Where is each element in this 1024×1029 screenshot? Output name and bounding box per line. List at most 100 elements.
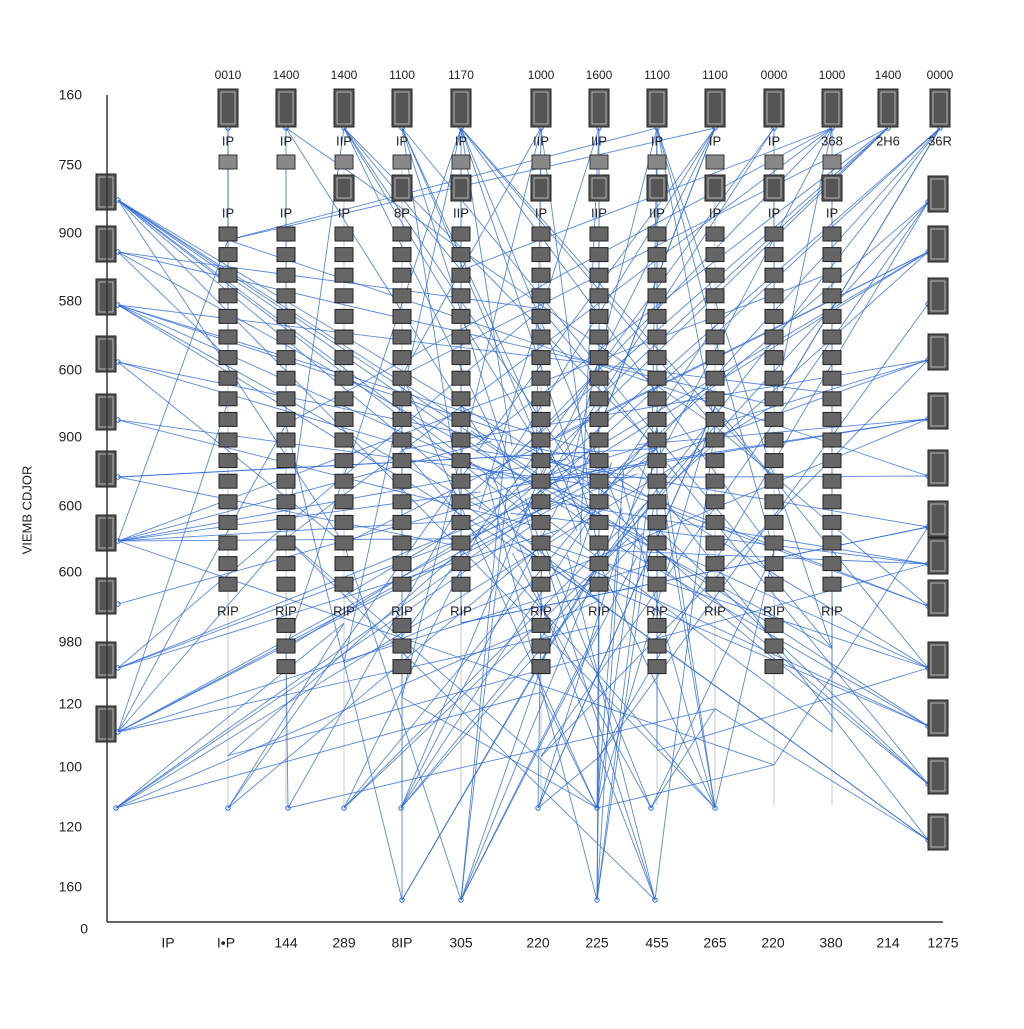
- device-cell: [218, 473, 238, 489]
- device-cell: [589, 247, 609, 263]
- link: [117, 625, 600, 733]
- device-cell: [705, 350, 725, 366]
- link: [400, 449, 552, 809]
- device: [95, 450, 117, 488]
- link: [117, 491, 481, 542]
- device-cell: [451, 473, 471, 489]
- column-subheader: RIP: [450, 603, 472, 618]
- link: [460, 488, 508, 901]
- device-cell: [764, 638, 784, 654]
- device-cell: [531, 617, 551, 633]
- link: [539, 127, 716, 482]
- port: [705, 154, 725, 170]
- device-cell: [647, 370, 667, 386]
- device: [927, 813, 949, 851]
- y-axis-label: 580: [59, 293, 83, 309]
- link-end: [594, 897, 600, 903]
- device-cell: [589, 473, 609, 489]
- device-cell: [589, 370, 609, 386]
- device-screen: [930, 644, 946, 676]
- device-cell: [334, 473, 354, 489]
- device-cell: [276, 617, 296, 633]
- device-cell: [531, 247, 551, 263]
- device-cell: [589, 329, 609, 345]
- device-cell: [647, 535, 667, 551]
- device: [391, 88, 413, 128]
- device: [927, 175, 949, 213]
- link: [485, 474, 598, 901]
- device: [588, 88, 610, 128]
- device-cell: [451, 514, 471, 530]
- device-cell: [334, 308, 354, 324]
- device: [95, 514, 117, 552]
- link: [117, 424, 287, 733]
- link: [400, 425, 716, 809]
- link: [714, 708, 929, 841]
- link: [117, 199, 623, 504]
- device-cell: [531, 370, 551, 386]
- device: [333, 174, 355, 202]
- link: [773, 526, 929, 766]
- device-screen: [649, 177, 665, 199]
- device-cell: [764, 473, 784, 489]
- device-cell: [392, 267, 412, 283]
- device-cell: [392, 329, 412, 345]
- device-cell: [392, 247, 412, 263]
- port: [531, 154, 551, 170]
- device-cell: [218, 247, 238, 263]
- device-cell: [392, 308, 412, 324]
- device-cell: [276, 329, 296, 345]
- device-cell: [531, 556, 551, 572]
- device-cell: [764, 576, 784, 592]
- device-cell: [589, 494, 609, 510]
- column-header: 368: [821, 133, 843, 148]
- device-cell: [276, 391, 296, 407]
- device-cell: [392, 411, 412, 427]
- link: [285, 537, 656, 901]
- device-screen: [453, 177, 469, 199]
- device-cell: [822, 226, 842, 242]
- device-cell: [451, 453, 471, 469]
- device-cell: [218, 391, 238, 407]
- device-cell: [334, 329, 354, 345]
- x-axis-label: I•P: [217, 935, 235, 951]
- link: [343, 127, 552, 468]
- device-cell: [451, 288, 471, 304]
- y-axis-label: 900: [59, 429, 83, 445]
- device-screen: [766, 91, 782, 125]
- x-axis-label: 455: [645, 935, 669, 951]
- y-axis-label: 120: [59, 819, 83, 835]
- link: [460, 462, 613, 901]
- device-screen: [930, 280, 946, 312]
- device-cell: [589, 411, 609, 427]
- column-subheader: RIP: [704, 603, 726, 618]
- link-end: [535, 805, 541, 811]
- link: [460, 526, 929, 624]
- link: [654, 426, 716, 901]
- top-label: 1600: [586, 68, 613, 82]
- device-cell: [392, 617, 412, 633]
- link-end: [458, 897, 464, 903]
- device-cell: [589, 267, 609, 283]
- top-label: 1000: [819, 68, 846, 82]
- device-cell: [451, 432, 471, 448]
- link: [287, 708, 716, 809]
- port: [334, 154, 354, 170]
- link: [117, 199, 658, 749]
- link: [540, 359, 929, 757]
- link: [650, 708, 716, 809]
- device-cell: [531, 514, 551, 530]
- device-cell: [647, 638, 667, 654]
- device-cell: [764, 535, 784, 551]
- device-screen: [98, 396, 114, 428]
- device-cell: [531, 638, 551, 654]
- port: [218, 154, 238, 170]
- device-cell: [218, 350, 238, 366]
- device-cell: [822, 391, 842, 407]
- link: [285, 127, 484, 441]
- device: [704, 88, 726, 128]
- link: [117, 199, 600, 601]
- device-cell: [764, 267, 784, 283]
- device-cell: [764, 453, 784, 469]
